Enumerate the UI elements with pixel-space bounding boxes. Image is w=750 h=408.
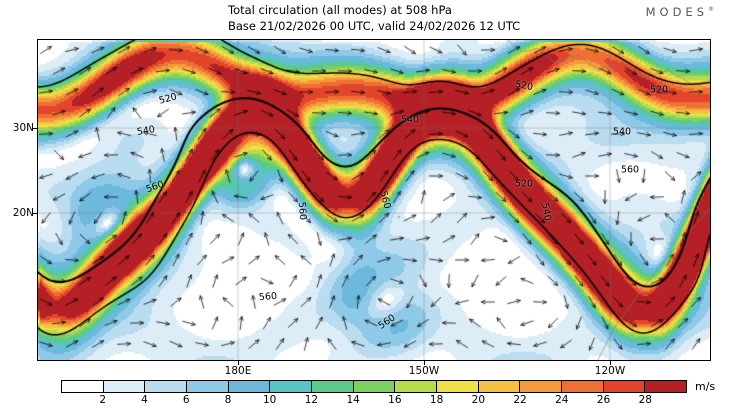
colorbar-segment — [144, 381, 187, 392]
colorbar-tick-label: 14 — [346, 394, 360, 406]
contour-label: 560 — [258, 290, 278, 304]
colorbar-tick-label: 6 — [182, 394, 190, 406]
contour-label: 520 — [514, 178, 534, 190]
lon-tick-180e — [238, 361, 239, 365]
colorbar-segment — [602, 381, 645, 392]
colorbar-tick-label: 24 — [555, 394, 569, 406]
colorbar-segment — [269, 381, 312, 392]
chart-title: Total circulation (all modes) at 508 hPa — [228, 3, 452, 17]
lat-label-30n: 30N — [12, 122, 34, 134]
colorbar-tick-label: 22 — [513, 394, 527, 406]
modes-logo: MODES® — [646, 5, 714, 19]
colorbar — [61, 380, 687, 393]
registered-trademark-icon: ® — [708, 6, 714, 14]
colorbar-segment — [62, 381, 103, 392]
contour-label: 540 — [612, 126, 632, 138]
colorbar-tick-labels: 2 4 6 8 10 12 14 16 18 20 22 24 26 28 — [61, 394, 687, 407]
colorbar-tick-label: 12 — [304, 394, 319, 406]
colorbar-segment — [436, 381, 478, 392]
colorbar-segment — [519, 381, 562, 392]
colorbar-tick-label: 4 — [141, 394, 148, 406]
colorbar-tick-label: 10 — [262, 394, 277, 406]
lat-label-20n: 20N — [12, 207, 34, 219]
colorbar-segment — [227, 381, 270, 392]
chart-subtitle: Base 21/02/2026 00 UTC, valid 24/02/2026… — [228, 18, 521, 33]
colorbar-tick-label: 28 — [638, 394, 652, 406]
lon-label-120w: 120W — [594, 365, 626, 377]
contour-label: 560 — [295, 201, 309, 221]
colorbar-segment — [394, 381, 437, 392]
colorbar-segment — [102, 381, 145, 392]
chart-title-block: Total circulation (all modes) at 508 hPa… — [228, 3, 520, 34]
map-plot-area: 520 540 560 540 520 520 540 560 520 560 560 560 560 5… — [37, 39, 711, 361]
colorbar-tick-label: 16 — [388, 394, 402, 406]
lat-tick-30n — [32, 128, 37, 129]
lon-tick-150w — [424, 361, 425, 365]
colorbar-segment — [644, 381, 687, 392]
lon-label-180e: 180E — [224, 365, 252, 377]
contour-label: 520 — [649, 84, 669, 96]
colorbar-tick-label: 26 — [596, 394, 611, 406]
lat-tick-20n — [32, 213, 37, 214]
colorbar-tick-label: 8 — [224, 394, 232, 406]
lon-tick-120w — [610, 361, 611, 365]
lon-label-150w: 150W — [408, 365, 440, 377]
colorbar-segment — [477, 381, 520, 392]
colorbar-tick-label: 20 — [471, 394, 486, 406]
colorbar-segment — [311, 381, 353, 392]
contour-label: 560 — [620, 164, 640, 176]
colorbar-segment — [186, 381, 228, 392]
colorbar-units: m/s — [695, 380, 716, 393]
colorbar-segment — [561, 381, 603, 392]
modes-logo-text: MODES — [645, 5, 708, 19]
colorbar-tick-label: 18 — [429, 394, 444, 406]
colorbar-tick-label: 2 — [99, 394, 107, 406]
contour-label: 540 — [400, 114, 420, 126]
colorbar-segment — [352, 381, 395, 392]
wind-field-map-canvas — [38, 40, 710, 360]
